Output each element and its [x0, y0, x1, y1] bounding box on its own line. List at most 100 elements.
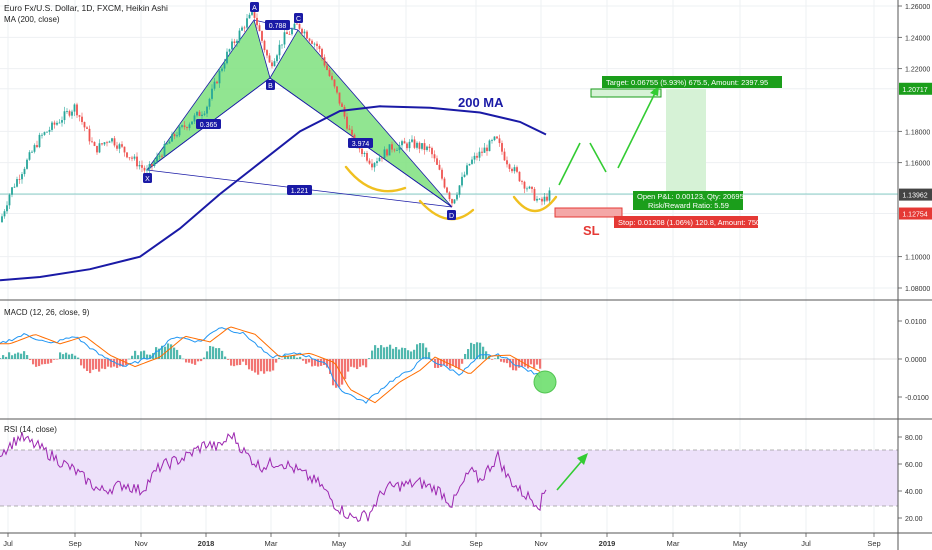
- macd-histogram-bar: [260, 359, 263, 372]
- rsi-indicator-label[interactable]: RSI (14, close): [4, 425, 57, 434]
- macd-histogram-bar: [383, 347, 386, 359]
- candle-body: [51, 122, 53, 130]
- macd-axis[interactable]: 0.0100 0.0000 -0.0100: [898, 319, 929, 402]
- price-axis[interactable]: 1.26000 1.24000 1.22000 1.20717 1.18000 1.160…: [898, 4, 932, 293]
- candle-body: [256, 17, 258, 26]
- candle-body: [223, 63, 226, 69]
- macd-histogram-bar: [266, 359, 269, 372]
- candle-body: [1, 216, 3, 223]
- macd-histogram-bar: [77, 357, 80, 359]
- macd-histogram-bar: [389, 344, 392, 359]
- candle-body: [428, 146, 431, 149]
- candle-body: [443, 178, 446, 188]
- ratio-abc-badge[interactable]: 0.788: [265, 20, 290, 30]
- candle-body: [331, 75, 333, 80]
- macd-histogram-bar: [395, 347, 398, 359]
- macd-histogram-bar: [101, 359, 104, 369]
- macd-histogram-bar: [428, 352, 431, 359]
- ma-200-line[interactable]: [0, 105, 547, 282]
- candle-body: [461, 176, 463, 186]
- target-label[interactable]: Target: 0.06755 (5.93%) 675.5, Amount: 2…: [602, 76, 782, 88]
- candle-body: [338, 92, 341, 104]
- candle-body: [483, 147, 486, 153]
- macd-histogram-bar: [536, 359, 539, 365]
- macd-histogram-bar: [311, 359, 314, 367]
- macd-histogram-bar: [179, 355, 182, 359]
- ratio-bcd-badge[interactable]: 3.974: [348, 138, 373, 148]
- macd-histogram-bar: [344, 359, 347, 380]
- candle-body: [468, 163, 471, 166]
- macd-histogram-bar: [353, 359, 356, 368]
- point-a-marker[interactable]: A: [250, 2, 259, 12]
- point-x-label: X: [145, 176, 150, 183]
- ma-indicator-label[interactable]: MA (200, close): [4, 15, 60, 24]
- candle-body: [86, 127, 88, 129]
- macd-histogram-bar: [110, 359, 113, 368]
- price-tick-label: 1.16000: [905, 161, 930, 168]
- candle-body: [543, 196, 546, 202]
- rsi-axis[interactable]: 80.00 60.00 40.00 20.00: [898, 435, 923, 523]
- signal-line: [0, 326, 541, 404]
- candle-body: [78, 115, 81, 117]
- macd-histogram-bar: [335, 359, 338, 388]
- macd-histogram-bar: [341, 359, 344, 385]
- time-axis[interactable]: Jul Sep Nov 2018 Mar May Jul Sep Nov 2019 Mar May Ju…: [3, 533, 881, 548]
- point-x-marker[interactable]: X: [143, 173, 152, 183]
- candle-body: [546, 196, 548, 201]
- candle-body: [371, 163, 373, 168]
- candle-body: [178, 126, 181, 136]
- candle-body: [76, 104, 78, 116]
- stop-label[interactable]: Stop: 0.01208 (1.06%) 120.8, Amount: 750: [614, 216, 760, 228]
- target-zone[interactable]: [666, 89, 706, 194]
- macd-histogram-bar: [257, 359, 260, 375]
- ratio-xad-badge[interactable]: 1.221: [287, 185, 312, 195]
- candle-body: [381, 157, 383, 159]
- candle-body: [281, 44, 283, 46]
- candle-body: [396, 150, 398, 151]
- target-level-box[interactable]: [590, 88, 662, 98]
- macd-histogram-bar: [524, 359, 527, 367]
- projection-pullback: [589, 142, 607, 173]
- macd-histogram-bar: [458, 359, 461, 370]
- macd-histogram-bar: [173, 347, 176, 359]
- point-c-marker[interactable]: C: [294, 13, 303, 23]
- stop-level-box[interactable]: [554, 207, 623, 218]
- macd-line: [0, 327, 541, 404]
- candle-body: [163, 143, 166, 157]
- harmonic-pattern[interactable]: [146, 19, 453, 208]
- macd-histogram-bar: [287, 356, 290, 359]
- macd-indicator-label[interactable]: MACD (12, 26, close, 9): [4, 308, 90, 317]
- candle-body: [473, 155, 476, 160]
- time-tick-label: Mar: [265, 539, 278, 548]
- candle-body: [56, 122, 58, 125]
- price-tick-label: 1.08000: [905, 286, 930, 293]
- candle-body: [228, 49, 231, 52]
- candle-body: [436, 158, 438, 165]
- macd-histogram-bar: [14, 353, 17, 359]
- macd-histogram-bar: [185, 359, 188, 363]
- macd-histogram-bar: [533, 359, 536, 368]
- candle-body: [538, 198, 541, 200]
- point-d-marker[interactable]: D: [447, 210, 456, 220]
- time-tick-label: May: [733, 539, 747, 548]
- candle-body: [113, 138, 116, 146]
- candle-body: [218, 70, 221, 84]
- ratio-xab-badge[interactable]: 0.365: [196, 119, 221, 129]
- point-b-marker[interactable]: B: [266, 80, 275, 90]
- candle-body: [513, 167, 516, 172]
- candle-body: [403, 141, 406, 144]
- macd-histogram-bar: [113, 359, 116, 367]
- candle-body: [536, 198, 538, 201]
- candle-body: [363, 153, 366, 155]
- open-pl-label[interactable]: Open P&L: 0.00123, Qty: 20695 Risk/Rewar…: [633, 191, 744, 210]
- macd-histogram-bar: [122, 359, 125, 367]
- macd-histogram-bar: [263, 359, 266, 374]
- macd-histogram-bar: [2, 355, 5, 359]
- macd-histogram-bar: [134, 350, 137, 359]
- candle-body: [171, 134, 173, 142]
- candle-body: [271, 62, 273, 67]
- candle-body: [103, 142, 106, 145]
- time-tick-label: Sep: [68, 539, 81, 548]
- macd-histogram-bar: [119, 359, 122, 367]
- candle-body: [23, 168, 26, 175]
